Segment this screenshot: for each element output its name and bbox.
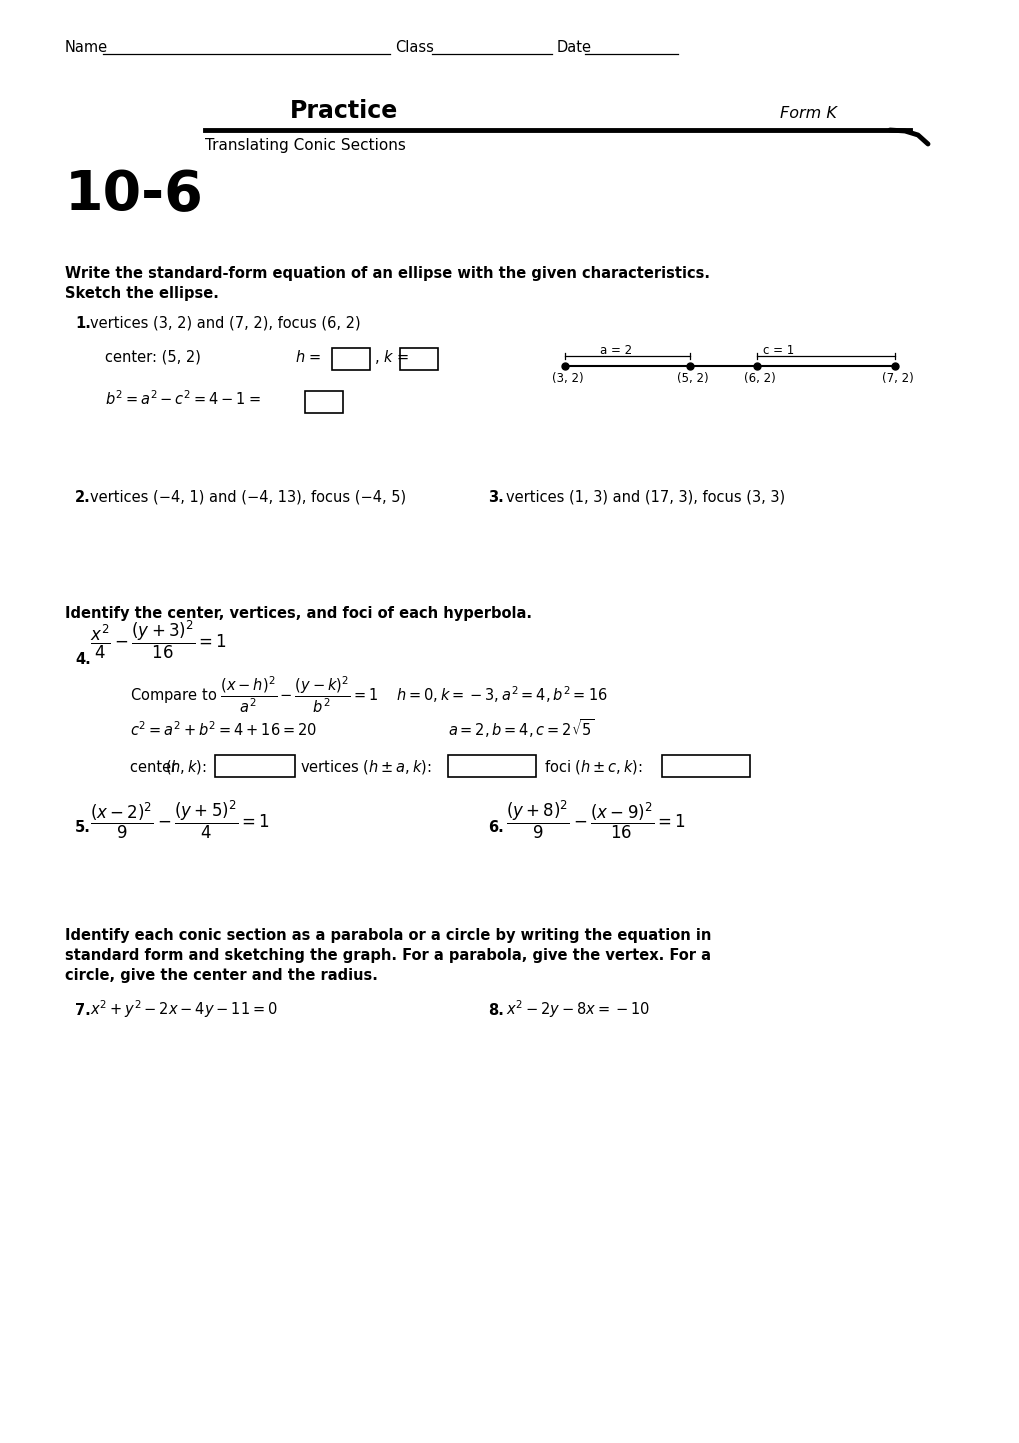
Text: 7.: 7. [75, 1003, 91, 1017]
Text: Translating Conic Sections: Translating Conic Sections [205, 139, 406, 153]
Text: (7, 2): (7, 2) [881, 372, 913, 385]
Text: center: center [129, 760, 181, 775]
Text: 8.: 8. [487, 1003, 503, 1017]
Text: Identify each conic section as a parabola or a circle by writing the equation in: Identify each conic section as a parabol… [65, 928, 710, 942]
Text: Sketch the ellipse.: Sketch the ellipse. [65, 286, 219, 302]
Text: $h$ =: $h$ = [294, 349, 321, 365]
Text: $a = 2, b = 4, c = 2\sqrt{5}$: $a = 2, b = 4, c = 2\sqrt{5}$ [447, 717, 594, 740]
Text: 5.: 5. [75, 820, 91, 835]
Text: circle, give the center and the radius.: circle, give the center and the radius. [65, 968, 377, 983]
Text: Practice: Practice [289, 100, 397, 123]
Text: (5, 2): (5, 2) [677, 372, 708, 385]
Text: 2.: 2. [75, 491, 91, 505]
Text: Form K: Form K [780, 105, 836, 121]
Text: $x^2 + y^2 - 2x - 4y - 11 = 0$: $x^2 + y^2 - 2x - 4y - 11 = 0$ [90, 999, 277, 1020]
Text: 4.: 4. [75, 652, 91, 667]
Text: Compare to $\dfrac{(x-h)^2}{a^2} - \dfrac{(y-k)^2}{b^2} = 1$    $h = 0, k = -3, : Compare to $\dfrac{(x-h)^2}{a^2} - \dfra… [129, 674, 607, 714]
Text: Class: Class [394, 40, 433, 55]
Text: vertices (3, 2) and (7, 2), focus (6, 2): vertices (3, 2) and (7, 2), focus (6, 2) [90, 316, 361, 330]
Text: $b^2 = a^2 - c^2 = 4 - 1=$: $b^2 = a^2 - c^2 = 4 - 1=$ [105, 390, 261, 408]
Text: Identify the center, vertices, and foci of each hyperbola.: Identify the center, vertices, and foci … [65, 606, 532, 620]
Text: $\dfrac{(y+8)^2}{9} - \dfrac{(x-9)^2}{16} = 1$: $\dfrac{(y+8)^2}{9} - \dfrac{(x-9)^2}{16… [505, 798, 685, 841]
Text: $\dfrac{x^2}{4} - \dfrac{(y+3)^2}{16} = 1$: $\dfrac{x^2}{4} - \dfrac{(y+3)^2}{16} = … [90, 619, 227, 661]
Text: 6.: 6. [487, 820, 503, 835]
Text: $c^2 = a^2 + b^2 = 4 + 16 = 20$: $c^2 = a^2 + b^2 = 4 + 16 = 20$ [129, 720, 317, 739]
Bar [661, 755, 749, 776]
Bar [399, 348, 437, 369]
Text: (3, 2): (3, 2) [551, 372, 583, 385]
Text: 1.: 1. [75, 316, 91, 330]
Text: standard form and sketching the graph. For a parabola, give the vertex. For a: standard form and sketching the graph. F… [65, 948, 710, 962]
Text: vertices (−4, 1) and (−4, 13), focus (−4, 5): vertices (−4, 1) and (−4, 13), focus (−4… [90, 491, 406, 505]
Text: $(h, k)$:: $(h, k)$: [165, 759, 207, 776]
Text: a = 2: a = 2 [599, 343, 632, 356]
Text: foci $(h \pm c, k)$:: foci $(h \pm c, k)$: [543, 759, 642, 776]
Text: Write the standard-form equation of an ellipse with the given characteristics.: Write the standard-form equation of an e… [65, 266, 709, 281]
Text: (6, 2): (6, 2) [743, 372, 775, 385]
Text: vertices $(h \pm a, k)$:: vertices $(h \pm a, k)$: [300, 759, 431, 776]
Text: 3.: 3. [487, 491, 503, 505]
Text: $x^2 - 2y - 8x = -10$: $x^2 - 2y - 8x = -10$ [505, 999, 649, 1020]
Text: 10-6: 10-6 [65, 167, 204, 222]
Text: , $k$ =: , $k$ = [374, 348, 409, 367]
Bar [215, 755, 294, 776]
Text: $\dfrac{(x-2)^2}{9} - \dfrac{(y+5)^2}{4} = 1$: $\dfrac{(x-2)^2}{9} - \dfrac{(y+5)^2}{4}… [90, 798, 270, 841]
Text: Date: Date [556, 40, 591, 55]
Text: center: (5, 2): center: (5, 2) [105, 351, 201, 365]
Text: Name: Name [65, 40, 108, 55]
Text: vertices (1, 3) and (17, 3), focus (3, 3): vertices (1, 3) and (17, 3), focus (3, 3… [505, 491, 785, 505]
Bar [331, 348, 370, 369]
Bar [305, 391, 342, 413]
Text: c = 1: c = 1 [762, 343, 794, 356]
Bar [447, 755, 535, 776]
